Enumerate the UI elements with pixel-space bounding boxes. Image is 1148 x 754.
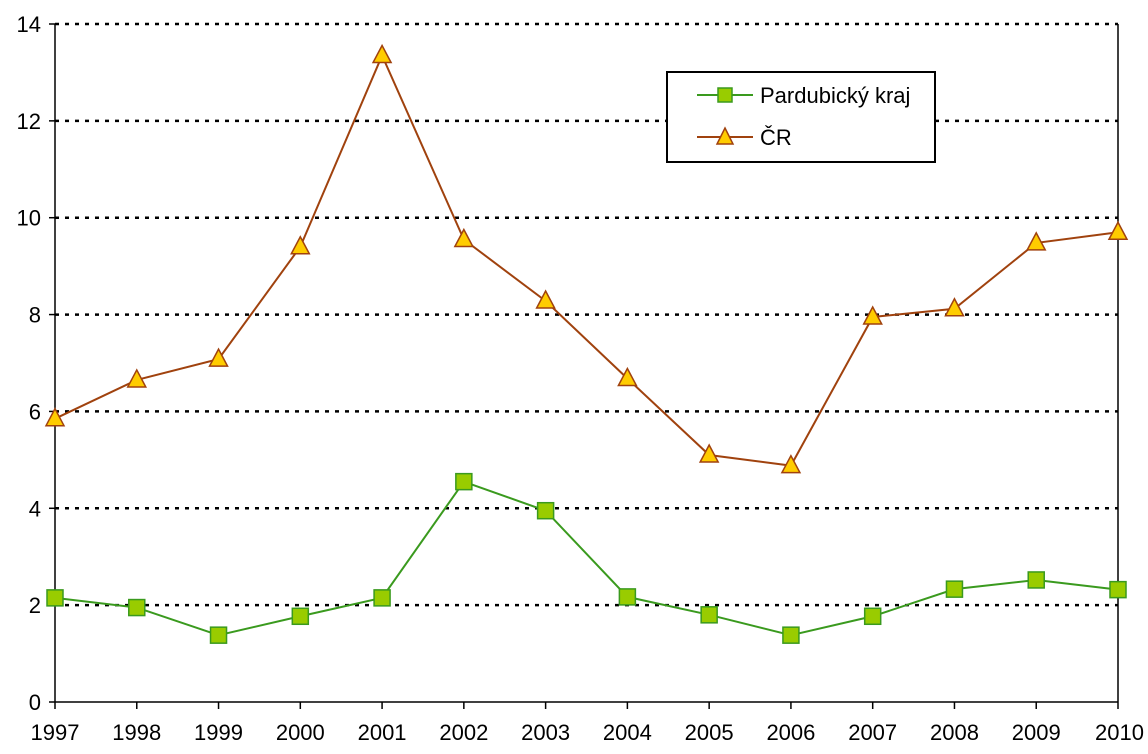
x-tick-label-2008: 2008 bbox=[930, 720, 979, 745]
y-tick-label-8: 8 bbox=[29, 303, 41, 328]
point-series1-2008 bbox=[944, 297, 965, 317]
x-tick-label-2000: 2000 bbox=[276, 720, 325, 745]
series-line-0 bbox=[54, 480, 1119, 637]
x-tick-label-1998: 1998 bbox=[112, 720, 161, 745]
x-tick-label-1997: 1997 bbox=[31, 720, 80, 745]
point-series0-1997 bbox=[46, 589, 64, 607]
point-series1-2006 bbox=[780, 454, 802, 474]
y-tick-label-6: 6 bbox=[29, 399, 41, 424]
legend-label-cr: ČR bbox=[760, 125, 792, 150]
series-layer bbox=[44, 43, 1129, 644]
y-tick-label-0: 0 bbox=[29, 690, 41, 715]
x-tick-label-2003: 2003 bbox=[521, 720, 570, 745]
gridlines bbox=[55, 22, 1118, 607]
y-tick-label-2: 2 bbox=[29, 593, 41, 618]
series-1 bbox=[44, 43, 1129, 474]
point-series0-2000 bbox=[291, 607, 310, 626]
point-series1-1999 bbox=[208, 347, 229, 367]
point-series1-2005 bbox=[698, 443, 720, 463]
point-series1-2007 bbox=[862, 305, 883, 325]
x-tick-label-1999: 1999 bbox=[194, 720, 243, 745]
point-series1-1997 bbox=[44, 407, 66, 427]
point-series0-2005 bbox=[700, 606, 718, 624]
x-tick-label-2006: 2006 bbox=[766, 720, 815, 745]
point-series0-2004 bbox=[618, 588, 637, 606]
point-series1-2003 bbox=[535, 289, 556, 309]
point-series1-2004 bbox=[617, 366, 638, 387]
series-line-1 bbox=[54, 52, 1119, 467]
x-tick-label-2009: 2009 bbox=[1012, 720, 1061, 745]
point-series0-2006 bbox=[782, 626, 800, 644]
point-series0-2008 bbox=[945, 580, 964, 598]
x-tick-label-2005: 2005 bbox=[685, 720, 734, 745]
y-tick-label-4: 4 bbox=[29, 496, 41, 521]
point-series0-2009 bbox=[1027, 571, 1045, 589]
point-series1-2001 bbox=[371, 43, 393, 64]
point-series0-2003 bbox=[536, 501, 555, 520]
point-series0-2001 bbox=[373, 589, 391, 607]
axes: 0 2 4 6 8 10 12 14 1997 1998 1999 2000 2001 2002 2003 2… bbox=[17, 12, 1144, 745]
point-series1-2000 bbox=[290, 235, 311, 255]
legend-marker-cr bbox=[715, 126, 735, 145]
point-series1-1998 bbox=[126, 368, 148, 388]
point-series0-2002 bbox=[455, 472, 473, 491]
point-series0-2007 bbox=[863, 607, 882, 626]
series-0 bbox=[46, 472, 1127, 644]
x-tick-label-2001: 2001 bbox=[358, 720, 407, 745]
x-tick-label-2010: 2010 bbox=[1095, 720, 1144, 745]
point-series1-2009 bbox=[1025, 231, 1047, 251]
point-series0-1999 bbox=[209, 626, 228, 644]
legend: Pardubický kraj ČR bbox=[666, 71, 936, 163]
y-tick-label-14: 14 bbox=[17, 12, 41, 37]
y-tick-label-12: 12 bbox=[17, 109, 41, 134]
x-tick-label-2002: 2002 bbox=[439, 720, 488, 745]
point-series0-2010 bbox=[1109, 580, 1127, 599]
point-series1-2002 bbox=[453, 227, 475, 248]
point-series0-1998 bbox=[128, 598, 146, 617]
x-tick-label-2007: 2007 bbox=[848, 720, 897, 745]
legend-label-pardubicky: Pardubický kraj bbox=[760, 83, 910, 108]
x-tick-label-2004: 2004 bbox=[603, 720, 652, 745]
point-series1-2010 bbox=[1107, 220, 1129, 240]
y-tick-label-10: 10 bbox=[17, 206, 41, 231]
legend-marker-pardubicky bbox=[717, 87, 733, 103]
legend-box bbox=[666, 71, 936, 163]
